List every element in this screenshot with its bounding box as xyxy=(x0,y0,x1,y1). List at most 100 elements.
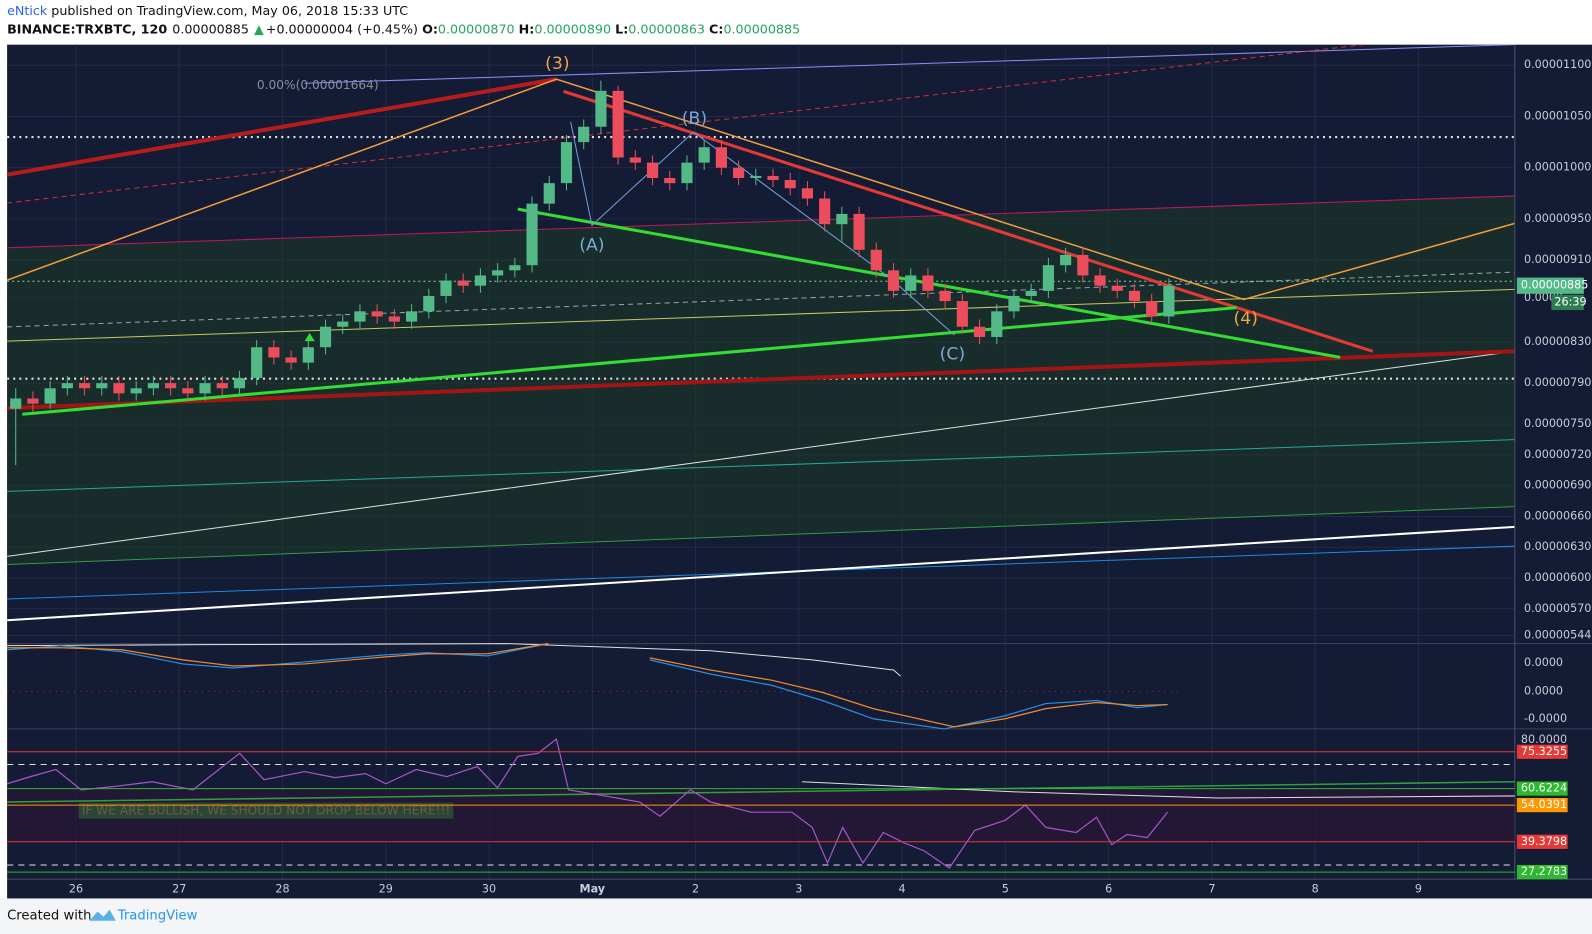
wave-line xyxy=(570,121,955,336)
candle-body xyxy=(354,311,366,322)
y-tick-label: 0.00001000 xyxy=(1524,161,1591,174)
trend-line xyxy=(563,89,1374,353)
x-tick-label: 4 xyxy=(899,882,906,895)
y-tick-label: 0.00000750 xyxy=(1524,417,1591,430)
candle-body xyxy=(1025,290,1037,296)
y-tick-label: 0.00000600 xyxy=(1524,571,1591,584)
candle-body xyxy=(61,383,73,389)
rsi-axis: 80.000075.3255 60.6224 54.0391 39.3798 27.27… xyxy=(7,733,1568,880)
candle-body xyxy=(1128,290,1141,302)
candle-body xyxy=(543,183,555,204)
footer-brand[interactable]: TradingView xyxy=(117,909,198,924)
candle-body xyxy=(887,270,900,291)
candle-body xyxy=(612,90,624,158)
trend-line xyxy=(7,525,1515,622)
rsi-line xyxy=(6,738,1169,869)
change: +0.00000004 (+0.45%) xyxy=(266,21,418,36)
candle-body xyxy=(905,275,917,291)
macd-axis: 0.0000 0.0000 -0.0000 xyxy=(1524,656,1567,725)
y-tick-label: 0.00000790 xyxy=(1524,376,1591,389)
candle-body xyxy=(113,383,125,394)
candle-body xyxy=(939,290,951,302)
candle-body xyxy=(1077,254,1089,276)
candle-body xyxy=(147,383,159,389)
rsi-tag-bg xyxy=(1516,744,1568,759)
ohlc-value: 0.00000863 xyxy=(628,21,705,36)
trend-line xyxy=(7,78,1515,301)
x-tick-label: May xyxy=(580,882,606,895)
candle-body xyxy=(371,311,383,317)
rsi-tick-label: 27.2783 xyxy=(1521,865,1567,878)
candle-body xyxy=(784,180,796,189)
ohlc-value: 0.00000890 xyxy=(534,21,611,36)
rsi-band xyxy=(7,787,1515,842)
x-tick-label: 27 xyxy=(172,882,186,895)
candle-body xyxy=(251,347,263,379)
candle-body xyxy=(560,142,573,184)
y-tick-label: 0.00000690 xyxy=(1524,479,1591,492)
y-tick-label: 0.00000830 xyxy=(1524,335,1591,348)
candles xyxy=(10,80,1175,466)
candle-body xyxy=(27,398,39,404)
x-tick-label: 26 xyxy=(69,882,83,895)
macd-signal-white xyxy=(7,643,901,677)
y-tick-label: 0.00000720 xyxy=(1524,448,1591,461)
y-tick-label: 0.00000660 xyxy=(1524,509,1591,522)
ohlc-key: C: xyxy=(709,21,723,36)
header-line-1: eNtick published on TradingView.com, May … xyxy=(7,3,408,18)
x-tick-label: 2 xyxy=(692,882,699,895)
candle-body xyxy=(715,147,727,168)
candle-body xyxy=(853,213,865,250)
y-tick-label: 0.00000910 xyxy=(1524,253,1591,266)
annotation: (3) xyxy=(545,54,569,74)
published: published on TradingView.com, May 06, 20… xyxy=(51,3,408,18)
candle-body xyxy=(733,167,745,179)
candle-body xyxy=(664,178,676,184)
footer-text: Created with xyxy=(7,909,91,924)
candle-body xyxy=(973,326,986,337)
candle-body xyxy=(956,301,968,327)
candle-body xyxy=(474,275,487,286)
x-tick-label: 29 xyxy=(379,882,393,895)
header-line-2: BINANCE:TRXBTC, 120 0.00000885 ▲ +0.0000000… xyxy=(7,21,800,36)
annotation: (4) xyxy=(1234,309,1258,329)
rsi-tag-bg xyxy=(1516,834,1568,849)
y-tick-label: 0.00000544 xyxy=(1524,628,1591,641)
candle-body xyxy=(1042,265,1054,291)
candle-body xyxy=(492,270,504,276)
candle-body xyxy=(1060,254,1072,266)
y-tick-label: 0.00000630 xyxy=(1524,540,1591,553)
ohlc-value: 0.00000885 xyxy=(723,21,800,36)
rsi-trend xyxy=(7,780,1515,803)
trend-line xyxy=(7,506,1515,565)
candle-body xyxy=(440,280,452,296)
candle-body xyxy=(388,316,400,322)
author[interactable]: eNtick xyxy=(7,3,48,18)
macd-label: -0.0000 xyxy=(1524,712,1567,725)
candle-body xyxy=(1094,275,1106,286)
x-tick-label: 7 xyxy=(1208,882,1215,895)
trend-line xyxy=(7,77,557,177)
candle-body xyxy=(10,398,22,409)
ohlc-key: O: xyxy=(422,21,438,36)
candle-body xyxy=(1008,295,1020,312)
y-tick-label: 0.00000570 xyxy=(1524,602,1591,615)
trend-line xyxy=(7,288,1515,342)
candle-body xyxy=(629,157,641,163)
countdown-bg xyxy=(1551,294,1584,311)
candle-body xyxy=(337,321,349,327)
candle-body xyxy=(1111,285,1123,291)
ohlc-value: 0.00000870 xyxy=(438,21,515,36)
x-tick-label: 6 xyxy=(1105,882,1112,895)
x-tick-label: 30 xyxy=(482,882,496,895)
rsi-tick-label: 54.0391 xyxy=(1521,798,1567,811)
trend-line xyxy=(22,306,1237,416)
candle-body xyxy=(1163,285,1175,317)
brand-logo xyxy=(89,909,116,921)
countdown: 26:39 xyxy=(1554,295,1586,308)
candle-body xyxy=(457,280,469,286)
symbol: BINANCE:TRXBTC, 120 xyxy=(7,21,167,36)
candle-body xyxy=(681,162,693,184)
x-tick-label: 28 xyxy=(275,882,289,895)
candle-body xyxy=(405,311,418,322)
